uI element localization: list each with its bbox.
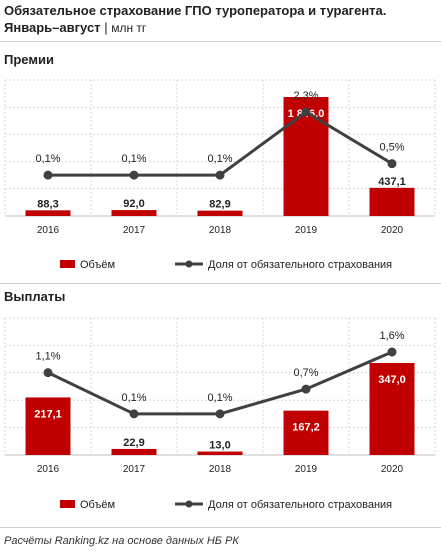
- share-value-label: 0,1%: [35, 153, 60, 165]
- period-label: Январь–август: [4, 20, 101, 35]
- legend-bar-swatch: [60, 260, 75, 268]
- share-point: [129, 170, 139, 180]
- bar-value-label: 88,3: [37, 198, 58, 210]
- bar: [283, 410, 329, 455]
- payouts-chart: 217,1 2016 22,9 2017 13,0 2018 167,2 2019 347,0 2…: [4, 317, 436, 511]
- share-value-label: 1,1%: [35, 351, 60, 363]
- share-point: [301, 107, 311, 117]
- bar: [369, 187, 415, 216]
- bar: [111, 210, 157, 216]
- legend-line-label: Доля от обязательного страхования: [208, 499, 392, 511]
- page-title: Обязательное страхование ГПО туроператор…: [4, 3, 387, 18]
- page-subtitle: Январь–август | млн тг: [4, 19, 146, 37]
- chart-divider: [0, 283, 441, 284]
- x-tick-label: 2018: [209, 464, 232, 475]
- share-point: [43, 170, 53, 180]
- legend-bar-swatch: [60, 500, 75, 508]
- bar: [369, 363, 415, 455]
- share-value-label: 0,5%: [379, 142, 404, 154]
- x-tick-label: 2018: [209, 225, 232, 236]
- subtitle-separator: |: [104, 20, 108, 35]
- bar-value-label: 347,0: [378, 374, 406, 386]
- x-tick-label: 2016: [37, 225, 60, 236]
- bar-value-label: 13,0: [209, 440, 230, 452]
- bar-value-label: 82,9: [209, 199, 230, 211]
- bar: [111, 448, 157, 455]
- unit-label: млн тг: [111, 21, 147, 35]
- bar-value-label: 437,1: [378, 176, 406, 188]
- share-point: [301, 384, 311, 394]
- chart-title-premiums: Премии: [4, 52, 54, 67]
- chart-title-payouts: Выплаты: [4, 289, 66, 304]
- x-tick-label: 2020: [381, 464, 404, 475]
- x-tick-label: 2016: [37, 464, 60, 475]
- header-divider: [0, 41, 441, 42]
- source-note: Расчёты Ranking.kz на основе данных НБ Р…: [4, 535, 239, 547]
- share-value-label: 2,3%: [293, 90, 318, 102]
- share-value-label: 0,1%: [121, 392, 146, 404]
- bar: [283, 97, 329, 216]
- share-point: [387, 347, 397, 357]
- bar-value-label: 217,1: [34, 408, 62, 420]
- legend-bar-label: Объём: [80, 259, 115, 271]
- share-value-label: 1,6%: [379, 330, 404, 342]
- bar: [197, 210, 243, 216]
- share-point: [387, 159, 397, 169]
- x-tick-label: 2017: [123, 225, 146, 236]
- share-point: [215, 409, 225, 419]
- share-point: [129, 409, 139, 419]
- share-line: [48, 110, 393, 177]
- bar-value-label: 92,0: [123, 198, 144, 210]
- legend-line-marker: [185, 260, 193, 268]
- share-point: [215, 170, 225, 180]
- bar: [25, 210, 71, 216]
- x-tick-label: 2020: [381, 225, 404, 236]
- legend-line-label: Доля от обязательного страхования: [208, 259, 392, 271]
- footer-divider: [0, 527, 441, 528]
- bar: [25, 397, 71, 455]
- share-value-label: 0,7%: [293, 367, 318, 379]
- share-point: [43, 368, 53, 378]
- x-tick-label: 2017: [123, 464, 146, 475]
- share-line: [47, 350, 393, 416]
- legend-bar-label: Объём: [80, 499, 115, 511]
- x-tick-label: 2019: [295, 225, 318, 236]
- legend-line-marker: [185, 500, 193, 508]
- bar-value-label: 167,2: [292, 422, 320, 434]
- share-value-label: 0,1%: [121, 153, 146, 165]
- x-tick-label: 2019: [295, 464, 318, 475]
- bar: [197, 451, 243, 455]
- share-value-label: 0,1%: [207, 153, 232, 165]
- bar-value-label: 22,9: [123, 437, 144, 449]
- share-value-label: 0,1%: [207, 392, 232, 404]
